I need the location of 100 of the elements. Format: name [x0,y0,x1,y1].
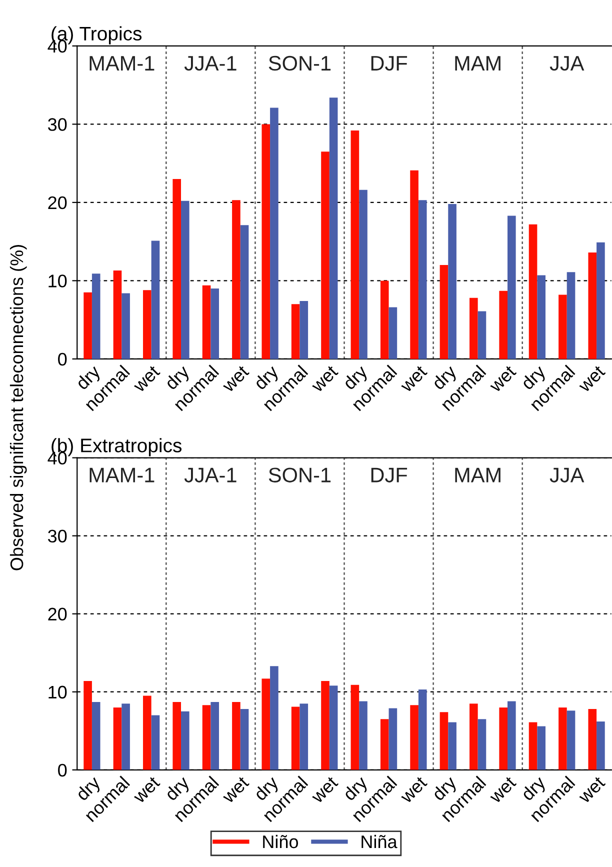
bar [92,702,100,770]
bar [210,288,219,359]
bar [291,706,300,770]
bar [588,709,597,770]
x-tick-label: wet [132,364,161,394]
bar [499,707,508,770]
y-tick-label: 20 [48,608,67,621]
y-tick-label: 30 [48,118,67,131]
bar [588,252,597,359]
bar [291,304,300,359]
y-tick-label: 10 [48,686,67,699]
bar [558,294,567,359]
bar [537,726,546,770]
x-tick-label: wet [400,776,428,804]
bar [470,298,478,359]
bar [558,707,567,770]
legend-label: Niña [362,834,398,848]
bar [240,225,249,359]
bar [270,666,278,770]
y-tick-label: 0 [58,352,67,366]
annotation: MAM [455,56,500,70]
bar [359,190,368,359]
bar [440,712,448,770]
bar [528,224,538,359]
bar [410,170,418,359]
annotation: MAM-1 [90,468,154,482]
bar [122,704,130,770]
bar [122,293,130,359]
y-tick-label: 0 [58,764,67,777]
bar [172,178,181,359]
bar [262,124,270,359]
bar [84,680,92,770]
x-tick-label: wet [488,364,517,394]
x-tick-label: wet [132,776,161,804]
bar [448,722,456,770]
bar [321,152,330,359]
annotation: JJA [550,56,584,71]
bar [210,702,219,770]
bar [508,216,516,359]
annotation: JJA-1 [184,468,236,482]
annotation: MAM-1 [90,56,154,70]
bar [410,705,418,770]
bar [172,702,181,770]
bar [113,707,122,770]
annotation: DJF [371,468,408,482]
bar [388,307,398,359]
bar [596,242,605,359]
x-tick-label: wet [221,776,250,804]
bar [380,280,389,359]
annotation: SON-1 [268,56,331,71]
bar [321,680,330,770]
bar [380,719,389,770]
bar [418,200,427,359]
bar [329,98,338,359]
bar [151,715,160,770]
bar [418,690,427,770]
bar [350,684,360,770]
bar [440,265,448,359]
bar [566,710,576,770]
bar [232,200,240,359]
y-axis-title: Observed significant teleconnections (%) [10,245,27,570]
bar [478,719,486,770]
bar [350,130,360,359]
bar [151,240,160,359]
x-tick-label: wet [400,364,428,394]
bar [84,292,92,359]
x-tick-label: wet [488,776,517,804]
y-tick-label: 30 [48,530,67,543]
bar [181,200,190,359]
bar [92,274,100,359]
annotation: DJF [371,56,408,71]
bar [240,709,249,770]
y-tick-label: 20 [48,196,67,210]
annotation: SON-1 [268,468,331,482]
legend-label: Niño [263,834,298,848]
bar [478,311,486,359]
bar [181,711,190,770]
bar [596,722,605,770]
bar [270,108,278,359]
y-tick-label: 10 [48,274,67,288]
bar [202,285,211,359]
bar [359,701,368,770]
bar [143,290,152,359]
x-tick-label: wet [221,364,250,394]
bar [300,704,308,770]
x-tick-label: wet [578,364,606,394]
x-tick-label: wet [578,776,606,804]
bar [499,290,508,359]
bar [232,702,240,770]
bar [388,708,398,770]
bar [528,722,538,770]
annotation: JJA [550,468,584,482]
bar [566,272,576,359]
bar [300,301,308,359]
annotation: MAM [455,468,500,482]
bar [470,704,478,770]
bar [143,696,152,770]
x-tick-label: wet [310,364,339,394]
bar [113,270,122,359]
bar [537,275,546,359]
